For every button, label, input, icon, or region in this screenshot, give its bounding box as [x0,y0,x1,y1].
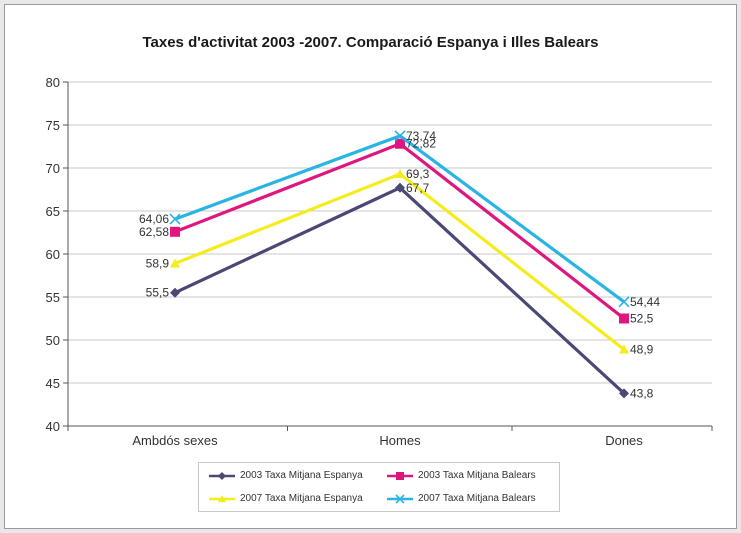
data-point [395,169,405,179]
data-label: 62,58 [139,225,169,239]
data-label: 55,5 [146,286,170,300]
y-tick-label: 75 [46,118,60,133]
y-tick-label: 65 [46,204,60,219]
data-label: 48,9 [630,342,654,356]
legend-marker [395,493,405,504]
legend-label: 2003 Taxa Mitjana Balears [418,470,536,481]
x-tick-label: Homes [379,433,421,448]
legend-marker [218,471,226,480]
y-tick-label: 70 [46,161,60,176]
data-label: 73,74 [406,129,436,143]
y-tick-label: 45 [46,376,60,391]
data-label: 43,8 [630,386,654,400]
data-point [619,344,629,354]
y-tick-label: 80 [46,75,60,90]
data-point [170,258,180,268]
data-label: 72,82 [406,137,436,151]
data-label: 69,3 [406,167,430,181]
legend-label: 2003 Taxa Mitjana Espanya [240,470,363,481]
marker-stroke [169,213,181,225]
legend-item: 2007 Taxa Mitjana Balears [387,493,536,504]
marker-stroke [618,296,630,308]
data-label: 64,06 [139,212,169,226]
legend-swatch-graphic [387,471,413,480]
y-tick-label: 40 [46,419,60,434]
data-point [170,226,180,237]
data-label: 67,7 [406,181,430,195]
y-tick-label: 50 [46,333,60,348]
legend-item: 2003 Taxa Mitjana Balears [387,470,536,481]
data-point [169,213,181,225]
legend-marker [396,471,404,480]
marker-stroke [394,130,406,142]
y-tick-label: 60 [46,247,60,262]
legend-swatch-graphic [209,471,235,480]
series-line [174,134,625,304]
marker-stroke [395,493,405,504]
data-point [619,388,629,399]
data-point [394,130,406,142]
legend-swatch-graphic [209,494,235,502]
legend-swatch-graphic [387,493,413,504]
data-point [395,138,405,149]
legend-label: 2007 Taxa Mitjana Balears [418,493,536,504]
x-tick-label: Dones [605,433,643,448]
legend-swatch [209,494,235,504]
data-label: 54,44 [630,295,660,309]
x-tick-label: Ambdós sexes [132,433,218,448]
series-line [174,186,626,395]
legend: 2003 Taxa Mitjana Espanya 2003 Taxa Mitj… [198,462,560,512]
y-tick-label: 55 [46,290,60,305]
data-label: 52,5 [630,312,654,326]
data-label: 58,9 [146,256,170,270]
chart-frame [4,4,737,529]
legend-swatch [387,471,413,481]
legend-swatch [387,493,413,504]
data-point [618,296,630,308]
data-point [395,182,405,193]
data-point [619,313,629,324]
legend-item: 2007 Taxa Mitjana Espanya [209,493,363,504]
legend-label: 2007 Taxa Mitjana Espanya [240,493,363,504]
legend-swatch [209,471,235,481]
chart-title: Taxes d'activitat 2003 -2007. Comparació… [142,34,599,51]
legend-marker [218,494,226,502]
data-point [170,287,180,298]
legend-item: 2003 Taxa Mitjana Espanya [209,470,363,481]
